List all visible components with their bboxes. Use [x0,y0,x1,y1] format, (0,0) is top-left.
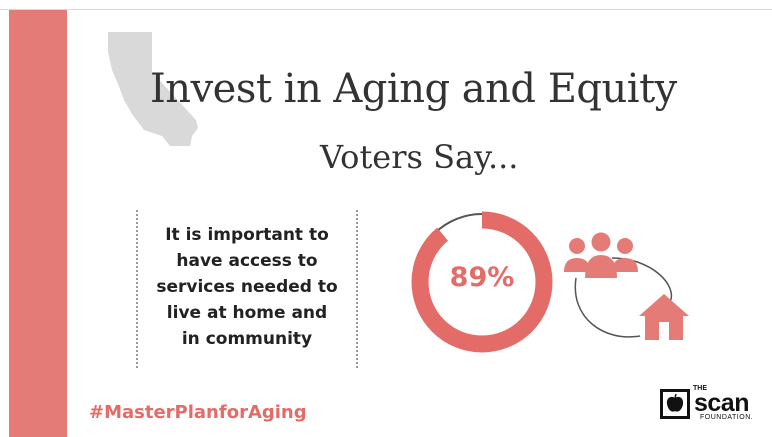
survey-statement: It is important to have access to servic… [140,222,354,352]
people-group-icon [564,232,638,278]
logo-foundation: FOUNDATION. [700,414,754,421]
statement-line: It is important to [165,225,329,245]
donut-fill [411,211,553,353]
page-title: Invest in Aging and Equity [150,66,677,112]
page-subtitle: Voters Say... [320,138,519,176]
right-dotted-divider [356,210,358,368]
logo-the: THE [693,385,707,392]
california-map-icon [108,32,198,146]
scan-foundation-logo: THE scan FOUNDATION. [660,383,770,423]
hashtag: #MasterPlanforAging [89,402,307,423]
top-divider [0,9,772,10]
logo-name: scan [694,389,749,417]
statement-line: have access to [176,251,318,271]
left-dotted-divider [136,210,138,368]
statement-line: in community [181,329,313,349]
house-icon [639,294,689,340]
statement-line: live at home and [166,303,328,323]
percentage-donut [411,211,553,353]
apple-icon [666,393,684,412]
percentage-value: 89% [449,262,515,293]
logo-emblem [660,389,690,419]
statement-line: services needed to [156,277,338,297]
accent-stripe [9,10,67,437]
